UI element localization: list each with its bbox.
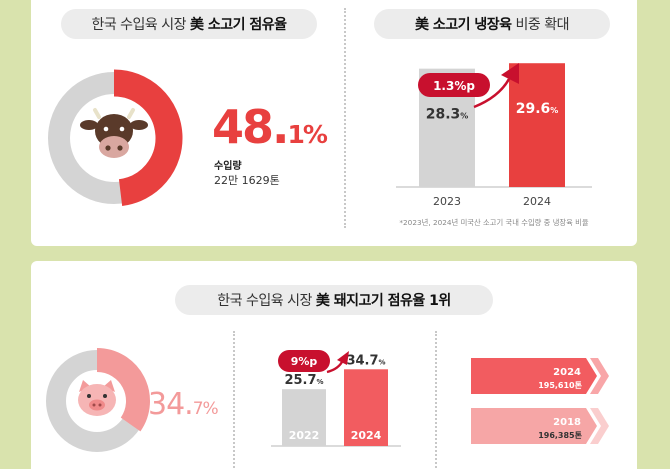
import-volume-value: 22만 1629톤: [214, 174, 280, 187]
hbar-2024: [471, 358, 597, 394]
x-label-2023: 2023: [433, 195, 461, 208]
bar-2023-value: 28.3%: [426, 107, 469, 123]
beef-graphics: 48.1% 수입량 22만 1629톤 28.3% 29.6% 2023 202…: [48, 63, 592, 227]
up-arrow-icon: [473, 78, 511, 109]
hbar-2018-year: 2018: [553, 417, 581, 428]
pork-share-title: 한국 수입육 시장 美 돼지고기 점유율 1위: [175, 285, 493, 315]
footnote: *2023년, 2024년 미국산 소고기 국내 수입량 중 냉장육 비율: [399, 218, 588, 227]
pig-icon: [78, 380, 116, 416]
pork-card: 한국 수입육 시장 美 돼지고기 점유율 1위 34.7% 25.7% 34.7%…: [31, 261, 637, 469]
beef-donut-share-arc: [113, 69, 183, 207]
bar-2024-pork-value: 34.7%: [346, 353, 385, 368]
pork-donut-share-arc: [96, 348, 150, 432]
arrow-head: [337, 351, 349, 365]
cow-icon: [80, 108, 148, 158]
beef-share-value: 48.1%: [212, 100, 328, 154]
import-volume-label: 수입량: [214, 159, 242, 172]
hbar-2024-value: 195,610톤: [538, 380, 582, 390]
change-badge-label: 1.3%p: [433, 79, 475, 93]
hbar-2018-value: 196,385톤: [538, 430, 582, 440]
hbar-2024-year: 2024: [553, 367, 581, 378]
hbar-2024-tip: [590, 358, 609, 394]
divider: [435, 331, 437, 469]
hbar-2018: [471, 408, 597, 444]
change-badge: [418, 73, 490, 97]
hbar-2018-tip: [590, 408, 609, 444]
beef-frozen-title: 美 소고기 냉장육 비중 확대: [374, 9, 610, 39]
bar-2024-pork: [344, 369, 388, 446]
bar-2022: [282, 389, 326, 446]
beef-share-title: 한국 수입육 시장 美 소고기 점유율: [61, 9, 317, 39]
change-badge-label: 9%p: [291, 355, 318, 368]
bar-2024-pork-year: 2024: [351, 429, 382, 442]
pork-share-value: 34.7%: [148, 387, 219, 422]
change-badge: [278, 350, 330, 372]
bar-2022-year: 2022: [289, 429, 320, 442]
divider: [233, 331, 235, 469]
divider: [344, 8, 346, 228]
pork-graphics: 34.7% 25.7% 34.7% 2022 2024 9%p 2024 195…: [46, 348, 609, 452]
x-label-2024: 2024: [523, 195, 551, 208]
bar-2024: [509, 63, 565, 187]
bar-2024-value: 29.6%: [516, 101, 559, 117]
beef-card: 한국 수입육 시장 美 소고기 점유율 美 소고기 냉장육 비중 확대 48.1% …: [31, 0, 637, 246]
arrow-head: [501, 63, 519, 84]
bar-2022-value: 25.7%: [284, 373, 323, 388]
